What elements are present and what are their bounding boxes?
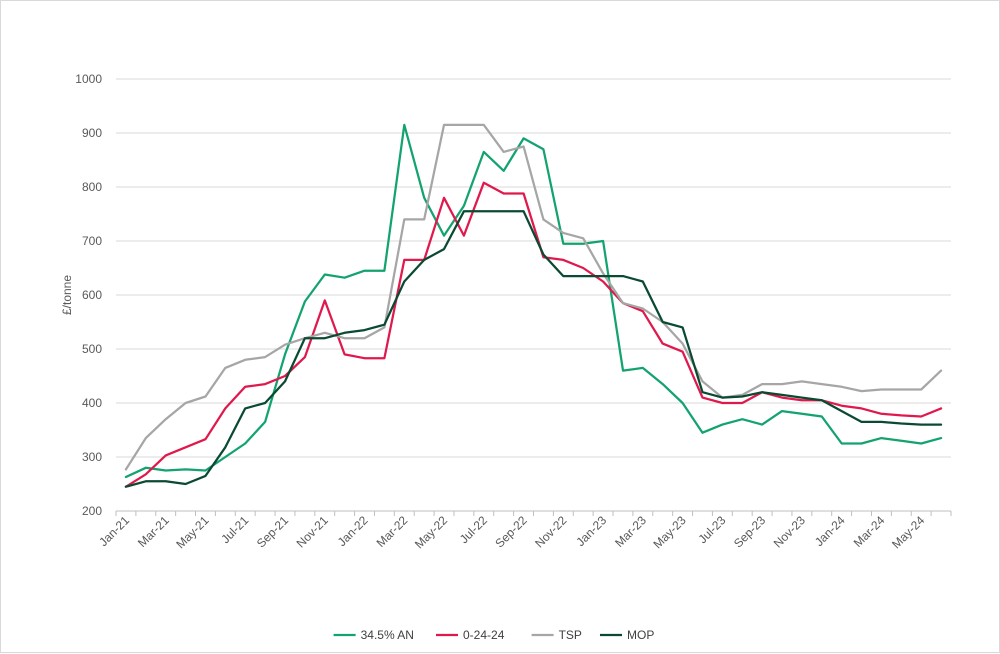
series-line-0-24-24 [124, 181, 943, 488]
legend-label: 0-24-24 [463, 628, 505, 642]
x-tick-label: Jul-21 [218, 513, 251, 546]
x-tick-label: May-23 [651, 513, 689, 551]
x-tick-label: May-24 [889, 513, 927, 551]
axes [115, 510, 952, 516]
legend-item: 0-24-24 [436, 628, 505, 642]
legend: 34.5% AN 0-24-24 TSP MOP [333, 628, 654, 642]
x-tick-label: May-22 [412, 513, 450, 551]
x-tick-label: Mar-22 [374, 513, 411, 550]
y-tick-label: 800 [82, 180, 102, 194]
series-lines [124, 123, 943, 488]
legend-label: TSP [559, 628, 582, 642]
legend-item: MOP [600, 628, 654, 642]
x-tick-label: Mar-21 [135, 513, 172, 550]
legend-item: 34.5% AN [333, 628, 414, 642]
legend-label: MOP [627, 628, 654, 642]
y-tick-label: 400 [82, 396, 102, 410]
x-tick-label: Jul-23 [695, 513, 728, 546]
x-tick-label: Nov-23 [771, 513, 808, 550]
y-axis-label: £/tonne [60, 275, 74, 315]
y-axis-ticks: 200 300 400 500 600 700 800 900 1000 [75, 72, 102, 518]
x-tick-label: May-21 [173, 513, 211, 551]
x-tick-label: Jul-22 [457, 513, 490, 546]
y-tick-label: 600 [82, 288, 102, 302]
series-line-34-5-an [124, 123, 943, 479]
y-tick-label: 300 [82, 450, 102, 464]
x-tick-label: Jan-21 [96, 513, 132, 549]
x-tick-label: Mar-24 [851, 513, 888, 550]
x-tick-label: Nov-22 [532, 513, 569, 550]
legend-item: TSP [531, 628, 582, 642]
y-tick-label: 700 [82, 234, 102, 248]
legend-label: 34.5% AN [361, 628, 414, 642]
x-tick-label: Jan-24 [812, 513, 848, 549]
x-tick-label: Sep-22 [492, 513, 529, 550]
x-axis-ticks: Jan-21 Mar-21 May-21 Jul-21 Sep-21 Nov-21 Jan-… [96, 513, 927, 551]
x-tick-label: Jan-23 [573, 513, 609, 549]
y-tick-label: 200 [82, 504, 102, 518]
x-tick-label: Sep-23 [731, 513, 768, 550]
y-tick-label: 500 [82, 342, 102, 356]
x-tick-label: Mar-23 [612, 513, 649, 550]
series-line-tsp [124, 123, 943, 471]
x-tick-label: Jan-22 [335, 513, 371, 549]
y-tick-label: 1000 [75, 72, 102, 86]
series-line-mop [124, 210, 943, 488]
x-tick-label: Nov-21 [294, 513, 331, 550]
x-tick-label: Sep-21 [254, 513, 291, 550]
y-tick-label: 900 [82, 126, 102, 140]
